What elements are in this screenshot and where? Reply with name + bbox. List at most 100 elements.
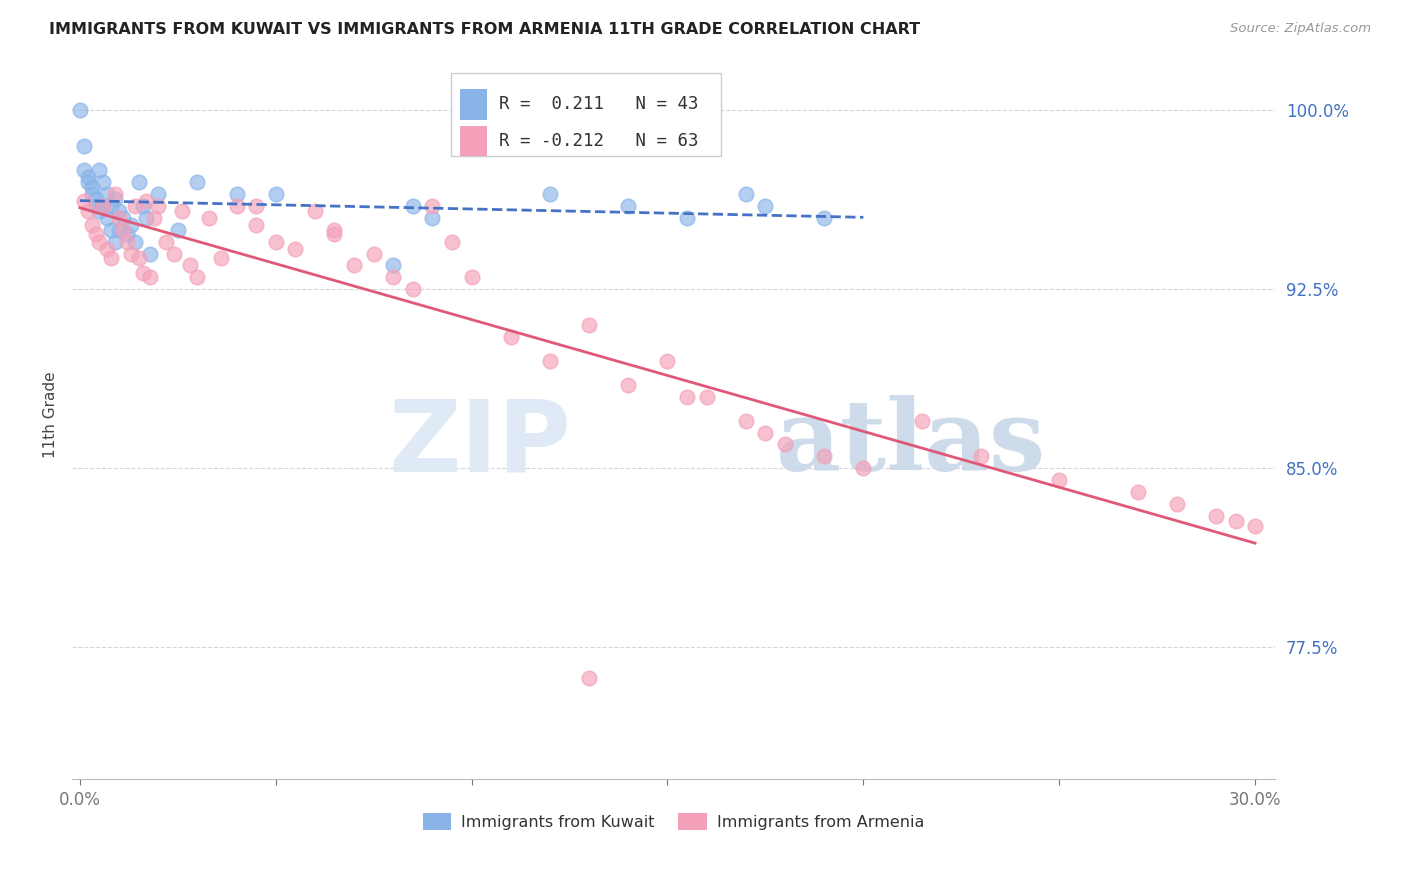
- Point: [363, 246, 385, 260]
- Point: [131, 199, 153, 213]
- Point: [1205, 509, 1227, 524]
- Point: [139, 246, 162, 260]
- Point: [73, 163, 96, 178]
- Point: [84, 192, 107, 206]
- Bar: [461, 89, 486, 120]
- Point: [186, 270, 208, 285]
- Y-axis label: 11th Grade: 11th Grade: [44, 371, 58, 458]
- Point: [578, 318, 600, 332]
- Point: [245, 218, 267, 232]
- Point: [578, 671, 600, 685]
- Text: ZIP: ZIP: [388, 395, 571, 492]
- Text: IMMIGRANTS FROM KUWAIT VS IMMIGRANTS FROM ARMENIA 11TH GRADE CORRELATION CHART: IMMIGRANTS FROM KUWAIT VS IMMIGRANTS FRO…: [49, 22, 921, 37]
- Point: [422, 211, 444, 225]
- Point: [73, 194, 96, 208]
- Point: [186, 175, 208, 189]
- Point: [1166, 497, 1188, 511]
- Point: [209, 252, 232, 266]
- Point: [69, 103, 91, 118]
- Point: [111, 222, 134, 236]
- Point: [617, 199, 640, 213]
- Text: Source: ZipAtlas.com: Source: ZipAtlas.com: [1230, 22, 1371, 36]
- Point: [84, 227, 107, 242]
- Point: [100, 252, 122, 266]
- Point: [382, 270, 405, 285]
- Text: R = -0.212   N = 63: R = -0.212 N = 63: [499, 132, 699, 150]
- Point: [104, 192, 127, 206]
- Point: [323, 222, 346, 236]
- Point: [264, 186, 287, 201]
- Point: [402, 199, 425, 213]
- Point: [245, 199, 267, 213]
- Point: [1244, 518, 1267, 533]
- Point: [754, 199, 776, 213]
- Point: [852, 461, 875, 475]
- Point: [124, 235, 146, 249]
- Point: [96, 186, 118, 201]
- Point: [115, 235, 138, 249]
- Point: [499, 330, 522, 344]
- Point: [676, 390, 699, 404]
- Point: [128, 175, 150, 189]
- Point: [120, 246, 142, 260]
- Point: [108, 222, 131, 236]
- Point: [696, 390, 718, 404]
- Point: [80, 186, 103, 201]
- Point: [1047, 473, 1070, 487]
- Point: [734, 186, 756, 201]
- Point: [225, 199, 247, 213]
- Point: [163, 246, 186, 260]
- Point: [734, 414, 756, 428]
- Point: [124, 199, 146, 213]
- Point: [120, 218, 142, 232]
- Point: [166, 222, 188, 236]
- Point: [76, 170, 98, 185]
- Point: [382, 259, 405, 273]
- Point: [76, 203, 98, 218]
- Point: [198, 211, 221, 225]
- Point: [343, 259, 366, 273]
- Point: [96, 211, 118, 225]
- Point: [773, 437, 796, 451]
- Point: [813, 450, 835, 464]
- Point: [155, 235, 177, 249]
- Text: atlas: atlas: [776, 395, 1046, 492]
- Point: [148, 199, 170, 213]
- Point: [911, 414, 934, 428]
- Point: [676, 211, 699, 225]
- Point: [1126, 485, 1149, 500]
- Point: [104, 235, 127, 249]
- Point: [148, 186, 170, 201]
- Point: [139, 270, 162, 285]
- Point: [93, 199, 115, 213]
- Point: [89, 235, 111, 249]
- Point: [135, 211, 157, 225]
- Point: [422, 199, 444, 213]
- Point: [813, 211, 835, 225]
- Point: [89, 163, 111, 178]
- Point: [143, 211, 166, 225]
- Point: [135, 194, 157, 208]
- Point: [108, 211, 131, 225]
- Point: [440, 235, 463, 249]
- Point: [538, 354, 561, 368]
- Point: [80, 179, 103, 194]
- Legend: Immigrants from Kuwait, Immigrants from Armenia: Immigrants from Kuwait, Immigrants from …: [416, 806, 931, 836]
- Point: [93, 199, 115, 213]
- Point: [179, 259, 201, 273]
- Point: [73, 139, 96, 153]
- Text: R =  0.211   N = 43: R = 0.211 N = 43: [499, 95, 699, 113]
- Point: [538, 186, 561, 201]
- Point: [100, 199, 122, 213]
- Point: [76, 175, 98, 189]
- Point: [323, 227, 346, 242]
- Point: [108, 203, 131, 218]
- Point: [460, 270, 482, 285]
- Point: [96, 242, 118, 256]
- Point: [1225, 514, 1247, 528]
- Point: [131, 266, 153, 280]
- Point: [970, 450, 993, 464]
- Point: [657, 354, 679, 368]
- Point: [170, 203, 193, 218]
- Point: [264, 235, 287, 249]
